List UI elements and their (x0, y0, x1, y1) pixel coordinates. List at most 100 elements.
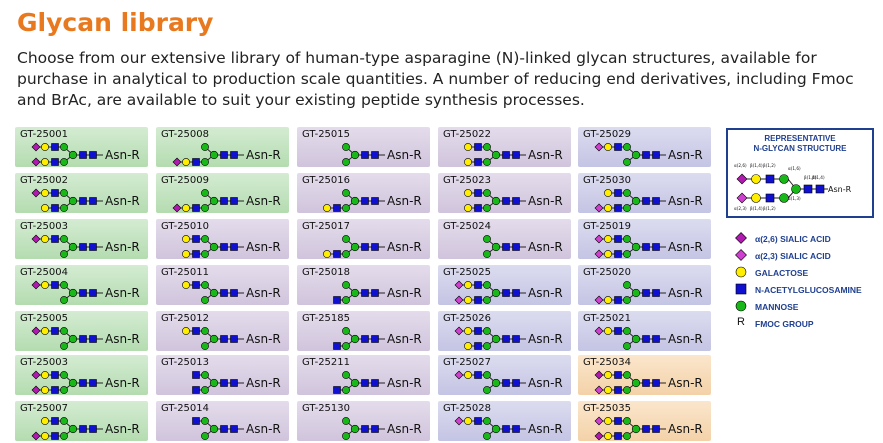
glycan-card[interactable]: GT-25008 Asn-R (156, 127, 289, 167)
core-mannose-circle-icon (68, 242, 78, 252)
glycan-card[interactable]: GT-25028 Asn-R (438, 401, 571, 441)
glcnac-square-icon (512, 425, 520, 433)
glycan-id: GT-25014 (161, 403, 210, 414)
legend-label: α(2,3) SIALIC ACID (755, 251, 831, 261)
glycan-structure-diagram: Asn-R (182, 327, 281, 350)
asn-r-label: Asn-R (105, 194, 140, 208)
linkage-label: α(1,6) (788, 166, 801, 171)
glycan-card[interactable]: GT-25013 Asn-R (156, 355, 289, 395)
glycan-card[interactable]: GT-25020 Asn-R (578, 265, 711, 305)
asn-r-label: Asn-R (246, 422, 281, 436)
glcnac-square-icon (89, 425, 97, 433)
glcnac-icon (735, 283, 747, 295)
mannose-circle-icon (60, 204, 68, 212)
asn-r-label: Asn-R (828, 185, 852, 194)
legend-label: FMOC GROUP (755, 319, 814, 329)
glcnac-square-icon (371, 379, 379, 387)
glycan-card[interactable]: GT-25012 Asn-R (156, 311, 289, 351)
core-mannose-circle-icon (350, 150, 360, 160)
glcnac-square-icon (333, 342, 341, 350)
mannose-circle-icon (623, 296, 631, 304)
glcnac-square-icon (333, 296, 341, 304)
glycan-id: GT-25028 (443, 403, 492, 414)
mannose-circle-icon (60, 432, 68, 440)
glcnac-square-icon (614, 204, 622, 212)
glycan-card[interactable]: GT-25019 Asn-R (578, 219, 711, 259)
glycan-card[interactable]: GT-25211 Asn-R (297, 355, 430, 395)
mannose-circle-icon (483, 371, 491, 379)
asn-r-label: Asn-R (105, 148, 140, 162)
glycan-card[interactable]: GT-25023 Asn-R (438, 173, 571, 213)
glycan-card[interactable]: GT-25011 Asn-R (156, 265, 289, 305)
glcnac-square-icon (652, 151, 660, 159)
glycan-card[interactable]: GT-25130 Asn-R (297, 401, 430, 441)
glcnac-square-icon (614, 296, 622, 304)
glycan-card[interactable]: GT-25035 Asn-R (578, 401, 711, 441)
glcnac-square-icon (79, 243, 87, 251)
sialic-acid-diamond-icon (31, 142, 41, 152)
glycan-id: GT-25012 (161, 313, 210, 324)
glycan-id: GT-25008 (161, 129, 210, 140)
core-mannose-circle-icon (631, 150, 641, 160)
glycan-card[interactable]: GT-25010 Asn-R (156, 219, 289, 259)
glycan-card[interactable]: GT-25027 Asn-R (438, 355, 571, 395)
mannose-circle-icon (342, 342, 350, 350)
mannose-circle-icon (623, 235, 631, 243)
glycan-card[interactable]: GT-25018 Asn-R (297, 265, 430, 305)
glycan-card[interactable]: GT-25185 Asn-R (297, 311, 430, 351)
glycan-card[interactable]: GT-25029 Asn-R (578, 127, 711, 167)
core-mannose-circle-icon (350, 288, 360, 298)
glycan-card[interactable]: GT-25030 Asn-R (578, 173, 711, 213)
sialic-acid-diamond-icon (736, 192, 748, 204)
glycan-card[interactable]: GT-25002 Asn-R (15, 173, 148, 213)
asn-r-label: Asn-R (387, 240, 422, 254)
galactose-circle-icon (464, 281, 472, 289)
galactose-circle-icon (751, 174, 761, 184)
glycan-card[interactable]: GT-25001 Asn-R (15, 127, 148, 167)
glycan-card[interactable]: GT-25034 Asn-R (578, 355, 711, 395)
glcnac-square-icon (192, 235, 200, 243)
glycan-card[interactable]: GT-25003 Asn-R (15, 219, 148, 259)
glycan-card[interactable]: GT-25025 Asn-R (438, 265, 571, 305)
glcnac-square-icon (79, 151, 87, 159)
asn-r-label: Asn-R (528, 376, 563, 390)
glycan-card[interactable]: GT-25009 Asn-R (156, 173, 289, 213)
mannose-circle-icon (342, 386, 350, 394)
glycan-structure-diagram: Asn-R (192, 371, 281, 394)
glcnac-square-icon (220, 379, 228, 387)
asn-r-label: Asn-R (668, 240, 703, 254)
glycan-card[interactable]: GT-25016 Asn-R (297, 173, 430, 213)
glcnac-square-icon (192, 281, 200, 289)
sialic-acid-diamond-icon (454, 280, 464, 290)
glycan-card[interactable]: GT-25003 Asn-R (15, 355, 148, 395)
glycan-card[interactable]: GT-25014 Asn-R (156, 401, 289, 441)
mannose-circle-icon (623, 158, 631, 166)
linkage-label: β(1,4) (750, 206, 763, 211)
legend-label: GALACTOSE (755, 268, 809, 278)
glcnac-square-icon (642, 197, 650, 205)
glcnac-square-icon (220, 197, 228, 205)
glycan-card[interactable]: GT-25021 Asn-R (578, 311, 711, 351)
glcnac-square-icon (614, 327, 622, 335)
glcnac-square-icon (502, 335, 510, 343)
asn-r-label: Asn-R (668, 376, 703, 390)
glycan-card[interactable]: GT-25005 Asn-R (15, 311, 148, 351)
glycan-id: GT-25002 (20, 175, 69, 186)
glcnac-square-icon (51, 371, 59, 379)
galactose-circle-icon (604, 417, 612, 425)
glycan-card[interactable]: GT-25026 Asn-R (438, 311, 571, 351)
glycan-id: GT-25026 (443, 313, 492, 324)
glycan-card[interactable]: GT-25022 Asn-R (438, 127, 571, 167)
mannose-circle-icon (60, 342, 68, 350)
glcnac-square-icon (614, 189, 622, 197)
glycan-card[interactable]: GT-25007 Asn-R (15, 401, 148, 441)
glcnac-square-icon (614, 250, 622, 258)
linkage-label: α(1,3) (788, 196, 801, 201)
glycan-card[interactable]: GT-25015 Asn-R (297, 127, 430, 167)
mannose-circle-icon (342, 143, 350, 151)
core-mannose-circle-icon (491, 288, 501, 298)
glycan-card[interactable]: GT-25017 Asn-R (297, 219, 430, 259)
mannose-circle-icon (342, 296, 350, 304)
glycan-card[interactable]: GT-25024 Asn-R (438, 219, 571, 259)
glycan-card[interactable]: GT-25004 Asn-R (15, 265, 148, 305)
